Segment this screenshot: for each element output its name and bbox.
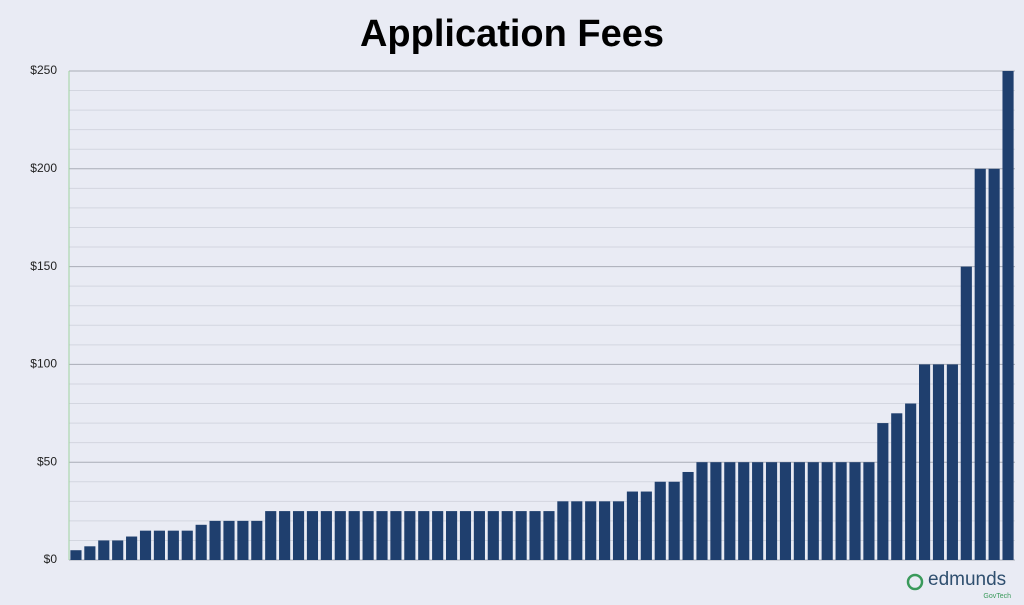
bar [209, 520, 221, 560]
bar [237, 520, 249, 560]
bar [682, 471, 694, 560]
bar [181, 530, 193, 560]
bar [320, 511, 332, 560]
bar [153, 530, 165, 560]
y-tick-label: $250 [30, 63, 57, 77]
bar [919, 364, 931, 560]
bar [946, 364, 958, 560]
bar [640, 491, 652, 560]
bar [98, 540, 110, 560]
bar [932, 364, 945, 560]
bar [279, 511, 291, 560]
bar [292, 511, 305, 560]
bar [877, 423, 889, 560]
bar [807, 462, 819, 560]
bar [585, 501, 597, 560]
bar [779, 462, 792, 560]
bar [835, 462, 847, 560]
bar [571, 501, 583, 560]
bar [167, 530, 179, 560]
bar [84, 546, 96, 560]
bar [626, 491, 638, 560]
bar [376, 511, 388, 560]
bar [668, 481, 680, 560]
bar [334, 511, 346, 560]
bar [599, 501, 611, 560]
bar [251, 520, 263, 560]
bar [863, 462, 875, 560]
bar [752, 462, 764, 560]
bar [891, 413, 903, 560]
bar [362, 511, 374, 560]
bar [265, 511, 277, 560]
y-tick-label: $100 [30, 357, 57, 371]
bar [612, 501, 625, 560]
logo-name: edmunds [928, 569, 1006, 590]
bar [487, 511, 499, 560]
bar [195, 524, 207, 560]
bar [738, 462, 750, 560]
bar [765, 462, 778, 560]
bar [710, 462, 722, 560]
bar [821, 462, 833, 560]
bar [139, 530, 152, 560]
bar [529, 511, 541, 560]
chart-title: Application Fees [360, 13, 664, 55]
bar [501, 511, 513, 560]
bar [849, 462, 861, 560]
bar [1002, 71, 1014, 560]
logo-icon [906, 573, 924, 591]
bar [543, 511, 555, 560]
bar [459, 511, 472, 560]
bar [793, 462, 805, 560]
bar [348, 511, 360, 560]
y-tick-label: $150 [30, 259, 57, 273]
bar [70, 550, 82, 560]
bar [432, 511, 444, 560]
logo: edmunds GovTech [906, 569, 1011, 600]
bar [306, 511, 319, 560]
y-tick-label: $0 [44, 552, 58, 566]
y-tick-label: $50 [37, 454, 57, 468]
bar [696, 462, 708, 560]
bar [418, 511, 430, 560]
bar [223, 520, 235, 560]
bar [557, 501, 569, 560]
bar [724, 462, 736, 560]
bar [404, 511, 416, 560]
bar [974, 168, 986, 561]
y-tick-label: $200 [30, 161, 57, 175]
bar [515, 511, 527, 560]
bar [654, 481, 666, 560]
bar [905, 403, 917, 560]
bar [473, 511, 485, 560]
bar [960, 266, 972, 560]
bar [446, 511, 458, 560]
bar [112, 540, 124, 560]
bar [988, 168, 1000, 561]
bar [126, 536, 138, 560]
bar [390, 511, 402, 560]
logo-tagline: GovTech [983, 593, 1011, 600]
